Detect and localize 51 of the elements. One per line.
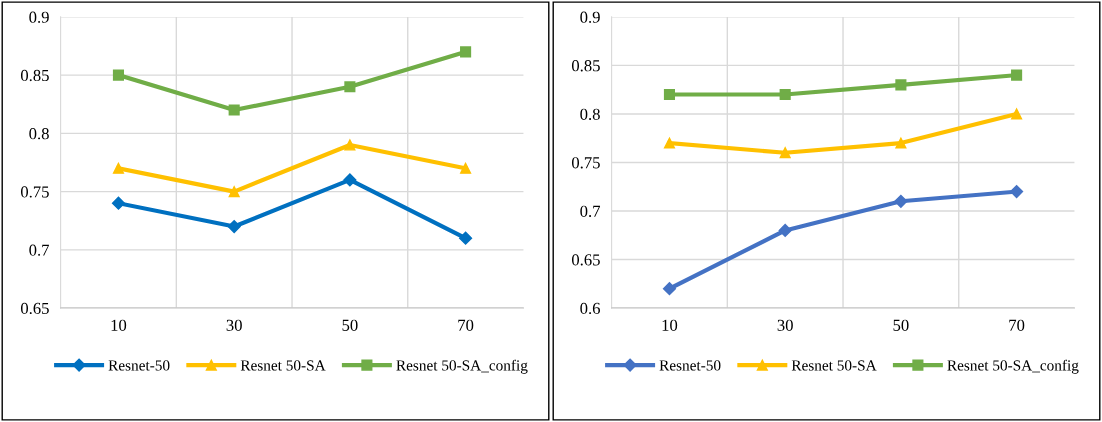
- point: [344, 139, 356, 151]
- point: [460, 46, 472, 58]
- y-tick-label: 0.75: [571, 157, 600, 169]
- point: [895, 79, 907, 91]
- x-tick-label: 10: [662, 319, 678, 331]
- point: [344, 81, 356, 93]
- point: [1011, 69, 1023, 81]
- x-tick-label: 70: [458, 319, 474, 331]
- point: [662, 282, 677, 296]
- point: [663, 137, 676, 149]
- point: [779, 88, 791, 101]
- point: [663, 88, 676, 101]
- y-tick-label: 0.7: [580, 205, 601, 218]
- x-tick-label: 30: [226, 319, 242, 331]
- y-tick-label: 0.85: [571, 60, 600, 72]
- y-tick-label: 0.7: [29, 244, 50, 256]
- y-tick-label: 0.85: [20, 69, 49, 82]
- legend-label: Resnet 50-SA_config: [396, 359, 528, 374]
- x-tick-label: 30: [777, 319, 793, 331]
- point: [895, 137, 907, 149]
- y-tick-label: 0.9: [580, 11, 600, 23]
- legend-label: Resnet-50: [659, 360, 721, 371]
- point: [459, 231, 473, 245]
- legend-label: Resnet 50-SA: [240, 360, 326, 371]
- point: [1011, 108, 1023, 120]
- x-tick-label: 10: [111, 319, 127, 331]
- point: [778, 223, 792, 238]
- point: [1010, 184, 1024, 199]
- y-tick-label: 0.8: [29, 128, 49, 140]
- point: [112, 69, 125, 81]
- point: [779, 147, 791, 159]
- point: [460, 162, 472, 174]
- point: [227, 219, 241, 234]
- y-tick-label: 0.65: [20, 302, 49, 315]
- x-tick-label: 70: [1009, 319, 1025, 331]
- point: [111, 196, 126, 210]
- x-tick-label: 50: [893, 319, 909, 331]
- point: [894, 194, 908, 208]
- legend-label: Resnet-50: [108, 360, 170, 371]
- y-tick-label: 0.9: [29, 11, 49, 23]
- y-tick-label: 0.6: [580, 302, 600, 315]
- y-tick-label: 0.65: [571, 254, 600, 266]
- legend-label: Resnet 50-SA: [791, 360, 877, 371]
- point: [228, 104, 240, 116]
- y-tick-label: 0.75: [20, 186, 49, 198]
- y-tick-label: 0.8: [580, 108, 600, 120]
- point: [112, 162, 125, 174]
- point: [228, 186, 240, 198]
- legend-label: Resnet 50-SA_config: [947, 359, 1079, 374]
- point: [343, 173, 357, 187]
- x-tick-label: 50: [342, 319, 358, 331]
